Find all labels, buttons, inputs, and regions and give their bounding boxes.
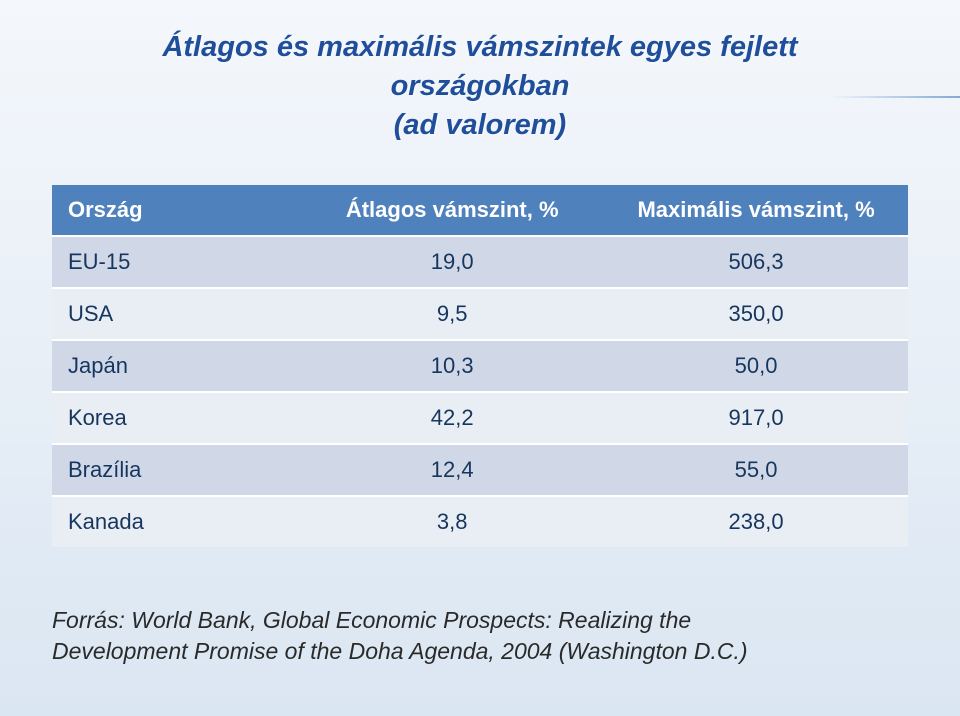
table-row: Korea 42,2 917,0 [52, 392, 908, 444]
cell-country: Kanada [52, 496, 300, 547]
table-row: Japán 10,3 50,0 [52, 340, 908, 392]
table-header-row: Ország Átlagos vámszint, % Maximális vám… [52, 185, 908, 236]
table-row: USA 9,5 350,0 [52, 288, 908, 340]
table-row: Kanada 3,8 238,0 [52, 496, 908, 547]
cell-max: 506,3 [604, 236, 908, 288]
cell-country: Korea [52, 392, 300, 444]
title-line-2: (ad valorem) [394, 109, 566, 141]
cell-max: 50,0 [604, 340, 908, 392]
cell-avg: 12,4 [300, 444, 604, 496]
source-citation: Forrás: World Bank, Global Economic Pros… [52, 605, 812, 667]
table-row: Brazília 12,4 55,0 [52, 444, 908, 496]
cell-max: 917,0 [604, 392, 908, 444]
cell-country: Brazília [52, 444, 300, 496]
cell-max: 55,0 [604, 444, 908, 496]
cell-avg: 9,5 [300, 288, 604, 340]
cell-avg: 42,2 [300, 392, 604, 444]
accent-line [830, 96, 960, 98]
title-line-1: Átlagos és maximális vámszintek egyes fe… [162, 31, 797, 102]
cell-avg: 10,3 [300, 340, 604, 392]
table-row: EU-15 19,0 506,3 [52, 236, 908, 288]
cell-country: USA [52, 288, 300, 340]
slide-title: Átlagos és maximális vámszintek egyes fe… [70, 28, 890, 145]
cell-max: 238,0 [604, 496, 908, 547]
cell-max: 350,0 [604, 288, 908, 340]
cell-country: Japán [52, 340, 300, 392]
cell-avg: 19,0 [300, 236, 604, 288]
cell-country: EU-15 [52, 236, 300, 288]
tariff-table: Ország Átlagos vámszint, % Maximális vám… [52, 185, 908, 547]
col-header-avg: Átlagos vámszint, % [300, 185, 604, 236]
col-header-country: Ország [52, 185, 300, 236]
cell-avg: 3,8 [300, 496, 604, 547]
slide: Átlagos és maximális vámszintek egyes fe… [0, 0, 960, 716]
col-header-max: Maximális vámszint, % [604, 185, 908, 236]
